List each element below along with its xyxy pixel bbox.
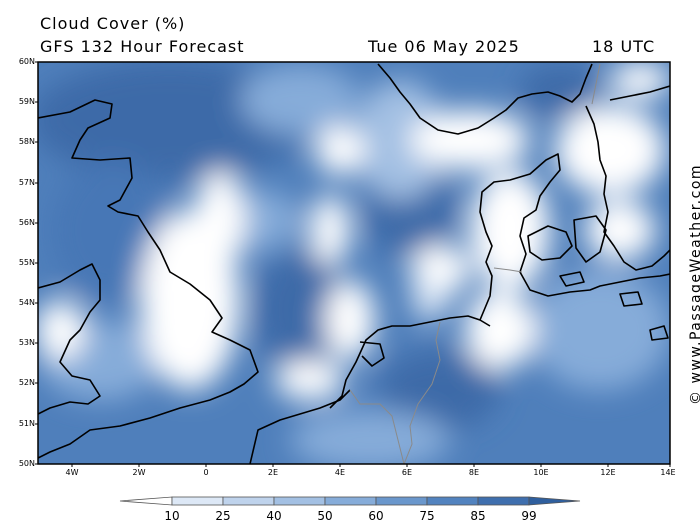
lat-label: 52N — [18, 378, 35, 387]
colorbar-label: 50 — [317, 509, 333, 523]
lon-label: 0 — [203, 468, 209, 477]
map-title: Cloud Cover (%) — [40, 14, 186, 33]
colorbar — [119, 496, 581, 506]
lat-label: 50N — [18, 459, 35, 468]
forecast-date: Tue 06 May 2025 — [368, 37, 520, 56]
lon-label: 10E — [533, 468, 549, 477]
colorbar-cell — [528, 496, 581, 506]
forecast-model-label: GFS 132 Hour Forecast — [40, 37, 245, 56]
colorbar-label: 10 — [164, 509, 180, 523]
colorbar-label: 85 — [470, 509, 486, 523]
lon-label: 2W — [132, 468, 146, 477]
lat-label: 56N — [18, 218, 35, 227]
lat-label: 54N — [18, 298, 35, 307]
colorbar-cell — [426, 496, 479, 506]
colorbar-cell — [222, 496, 275, 506]
lon-label: 12E — [600, 468, 616, 477]
lat-label: 53N — [18, 338, 35, 347]
lat-label: 57N — [18, 178, 35, 187]
coastlines — [38, 63, 670, 464]
lon-label: 14E — [660, 468, 676, 477]
colorbar-cell — [171, 496, 224, 506]
lon-label: 6E — [401, 468, 413, 477]
colorbar-cell — [273, 496, 326, 506]
country-borders — [349, 63, 601, 464]
lon-label: 4W — [65, 468, 79, 477]
colorbar-label: 60 — [368, 509, 384, 523]
colorbar-cell — [324, 496, 377, 506]
lat-label: 51N — [18, 419, 35, 428]
colorbar-label: 25 — [215, 509, 231, 523]
lon-label: 4E — [334, 468, 346, 477]
lat-label: 58N — [18, 137, 35, 146]
cloud-field — [38, 62, 670, 464]
lat-label: 60N — [18, 57, 35, 66]
colorbar-cell — [119, 496, 173, 506]
colorbar-label: 99 — [521, 509, 537, 523]
colorbar-label: 40 — [266, 509, 282, 523]
colorbar-cell — [477, 496, 530, 506]
colorbar-label: 75 — [419, 509, 435, 523]
lon-label: 8E — [468, 468, 480, 477]
lat-label: 55N — [18, 258, 35, 267]
credit-watermark: © www.PassageWeather.com — [688, 163, 700, 405]
lon-label: 2E — [267, 468, 279, 477]
colorbar-cell — [375, 496, 428, 506]
lat-label: 59N — [18, 97, 35, 106]
forecast-time: 18 UTC — [592, 37, 656, 56]
axis-ticks — [35, 61, 671, 467]
